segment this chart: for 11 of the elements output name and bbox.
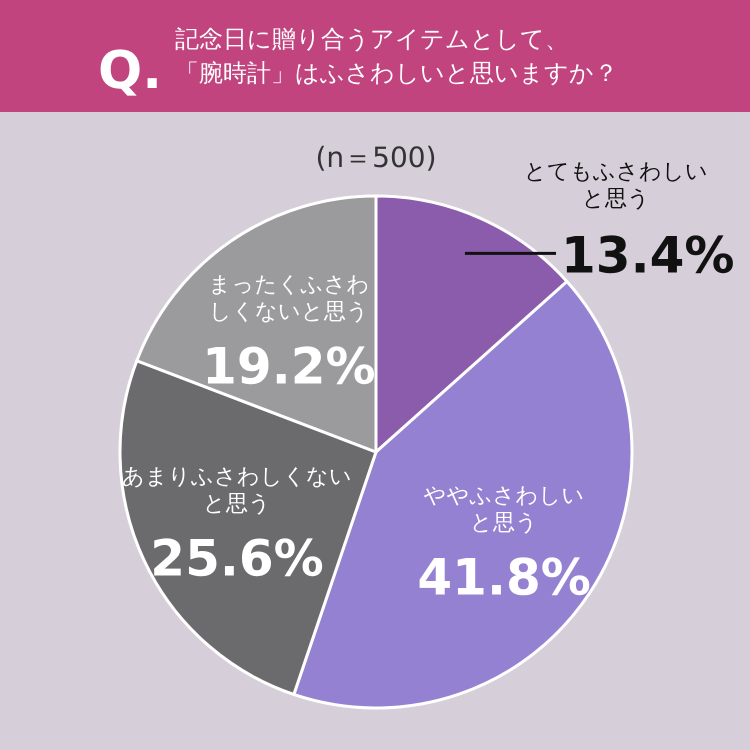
data-label: 13.4% <box>561 226 734 284</box>
data-label: 19.2% <box>202 338 376 396</box>
text: Q. <box>98 41 162 101</box>
chart-subtitle: (n＝500) <box>315 141 437 174</box>
data-label: 41.8% <box>417 548 591 607</box>
slice-label: ややふさわしいと思う <box>424 484 585 536</box>
data-label: 25.6% <box>150 529 324 588</box>
slice-label: とてもふさわしいと思う <box>524 159 708 212</box>
slice-label: あまりふさわしくないと思う <box>122 464 352 516</box>
slice-label: まったくふさわしくないと思う <box>208 272 370 325</box>
chart-title: 記念日に贈り合うアイテムとして、「腕時計」はふさわしいと思いますか？ <box>175 25 618 87</box>
